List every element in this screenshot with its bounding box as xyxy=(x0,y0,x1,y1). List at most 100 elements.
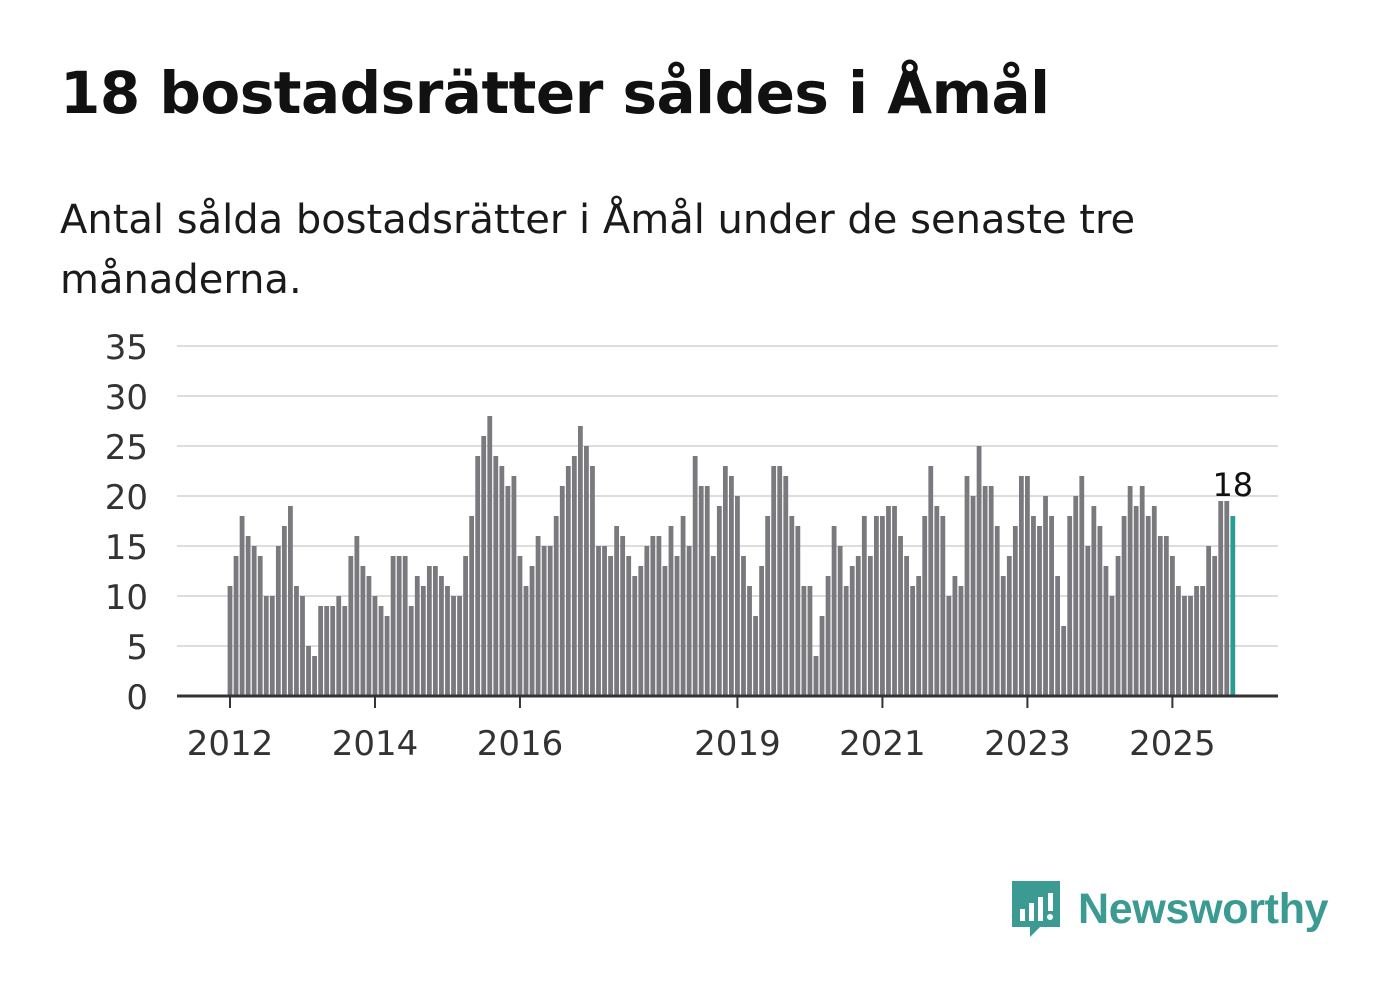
bar xyxy=(372,596,378,696)
bar xyxy=(765,516,771,696)
bar xyxy=(318,606,324,696)
bar xyxy=(916,576,922,696)
bar xyxy=(523,586,529,696)
bar xyxy=(288,506,293,696)
x-tick-label: 2021 xyxy=(839,724,926,764)
bar xyxy=(499,466,505,696)
bar xyxy=(789,516,795,696)
bar xyxy=(1212,556,1218,696)
bar xyxy=(306,646,311,696)
bar xyxy=(1163,536,1169,696)
bar xyxy=(620,536,626,696)
bar xyxy=(269,596,275,696)
y-axis-ticks: 0 5 10 15 20 25 30 35 xyxy=(105,328,148,718)
y-tick-label: 30 xyxy=(105,378,148,418)
brand-logo: Newsworthy xyxy=(1010,878,1329,940)
bar xyxy=(698,486,704,696)
x-tick-label: 2023 xyxy=(984,724,1071,764)
bar xyxy=(348,556,354,696)
bar xyxy=(632,576,638,696)
y-tick-label: 25 xyxy=(105,428,148,468)
bar xyxy=(281,526,287,696)
bar xyxy=(245,536,251,696)
bar xyxy=(1037,526,1042,696)
chart-subtitle: Antal sålda bostadsrätter i Åmål under d… xyxy=(60,197,1136,303)
bar xyxy=(384,616,390,696)
bar xyxy=(668,526,674,696)
bar xyxy=(1133,506,1139,696)
bar xyxy=(535,536,541,696)
bar xyxy=(759,566,765,696)
bar xyxy=(1103,566,1109,696)
bar xyxy=(970,496,976,696)
bar xyxy=(475,456,481,696)
y-tick-label: 20 xyxy=(105,478,148,518)
bar xyxy=(602,546,607,696)
bar xyxy=(946,596,952,696)
bar xyxy=(324,606,330,696)
bar xyxy=(571,456,577,696)
bar xyxy=(952,576,958,696)
bar xyxy=(771,466,777,696)
bar xyxy=(982,486,988,696)
bar xyxy=(390,556,396,696)
bar xyxy=(1031,516,1036,696)
bar xyxy=(710,556,716,696)
bar xyxy=(312,656,317,696)
bar xyxy=(1151,506,1157,696)
chart-title: 18 bostadsrätter såldes i Åmål xyxy=(60,59,1050,127)
bar xyxy=(729,476,734,696)
bar xyxy=(426,566,432,696)
bar xyxy=(626,556,632,696)
bar xyxy=(1145,516,1151,696)
bar xyxy=(674,556,680,696)
bar xyxy=(451,596,456,696)
bar xyxy=(366,576,372,696)
bar xyxy=(294,586,299,696)
bar xyxy=(976,446,982,696)
bar xyxy=(1000,576,1006,696)
x-tick-label: 2016 xyxy=(477,724,564,764)
bar xyxy=(922,516,928,696)
bar xyxy=(819,616,825,696)
bar xyxy=(1079,476,1085,696)
bar xyxy=(275,546,281,696)
bars xyxy=(227,416,1236,696)
bar xyxy=(1097,526,1103,696)
bar xyxy=(1049,516,1054,696)
bar xyxy=(432,566,438,696)
bar xyxy=(849,566,855,696)
bar xyxy=(735,496,740,696)
bar-latest xyxy=(1230,516,1236,696)
bar xyxy=(716,506,722,696)
bar xyxy=(801,586,807,696)
bar xyxy=(487,416,493,696)
bar xyxy=(831,526,837,696)
bar xyxy=(1224,501,1230,696)
bar xyxy=(928,466,934,696)
bar xyxy=(336,596,342,696)
bar xyxy=(360,566,366,696)
bar xyxy=(541,546,547,696)
bar xyxy=(577,426,583,696)
bar xyxy=(251,546,257,696)
bar xyxy=(994,526,1000,696)
bar xyxy=(457,596,462,696)
bar xyxy=(861,516,867,696)
bar xyxy=(517,556,523,696)
bar xyxy=(1091,506,1097,696)
x-axis-ticks: 2012 2014 2016 2019 2021 2023 2025 xyxy=(187,696,1216,764)
bar xyxy=(1018,476,1024,696)
x-tick-label: 2012 xyxy=(187,724,274,764)
bar xyxy=(463,556,468,696)
bar xyxy=(1218,501,1224,696)
bar xyxy=(892,506,897,696)
bar xyxy=(692,456,698,696)
bar xyxy=(402,556,408,696)
bar xyxy=(795,526,801,696)
bar xyxy=(469,516,475,696)
bar xyxy=(445,586,450,696)
bar xyxy=(300,596,305,696)
bar xyxy=(1043,496,1048,696)
